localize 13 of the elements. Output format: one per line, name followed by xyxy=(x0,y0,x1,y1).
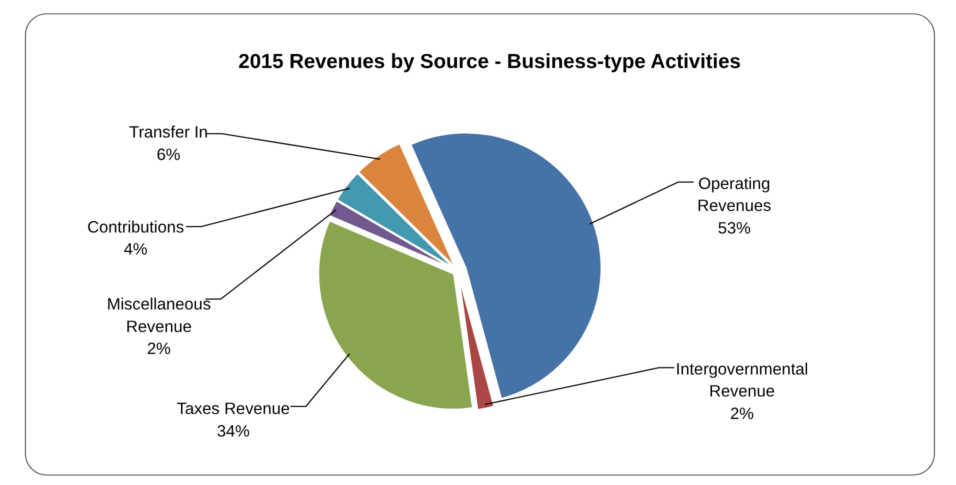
slice-label: Taxes Revenue xyxy=(176,400,290,418)
slice-label: Transfer In xyxy=(129,124,208,142)
data-label: 4% xyxy=(124,240,148,259)
chart-title: 2015 Revenues by Source - Business-type Activities xyxy=(238,50,741,73)
data-label: 34% xyxy=(216,422,250,440)
data-label: 6% xyxy=(156,146,181,164)
data-label: 2% xyxy=(147,340,172,358)
data-label: 2% xyxy=(730,404,754,423)
slice-label: Contributions xyxy=(87,218,184,236)
slice-label: Operating Revenues xyxy=(697,174,772,216)
slice-label: Intergovernmental Revenue xyxy=(676,360,808,401)
data-label: 53% xyxy=(718,219,752,238)
slice-label: Miscellaneous Revenue xyxy=(106,296,211,336)
